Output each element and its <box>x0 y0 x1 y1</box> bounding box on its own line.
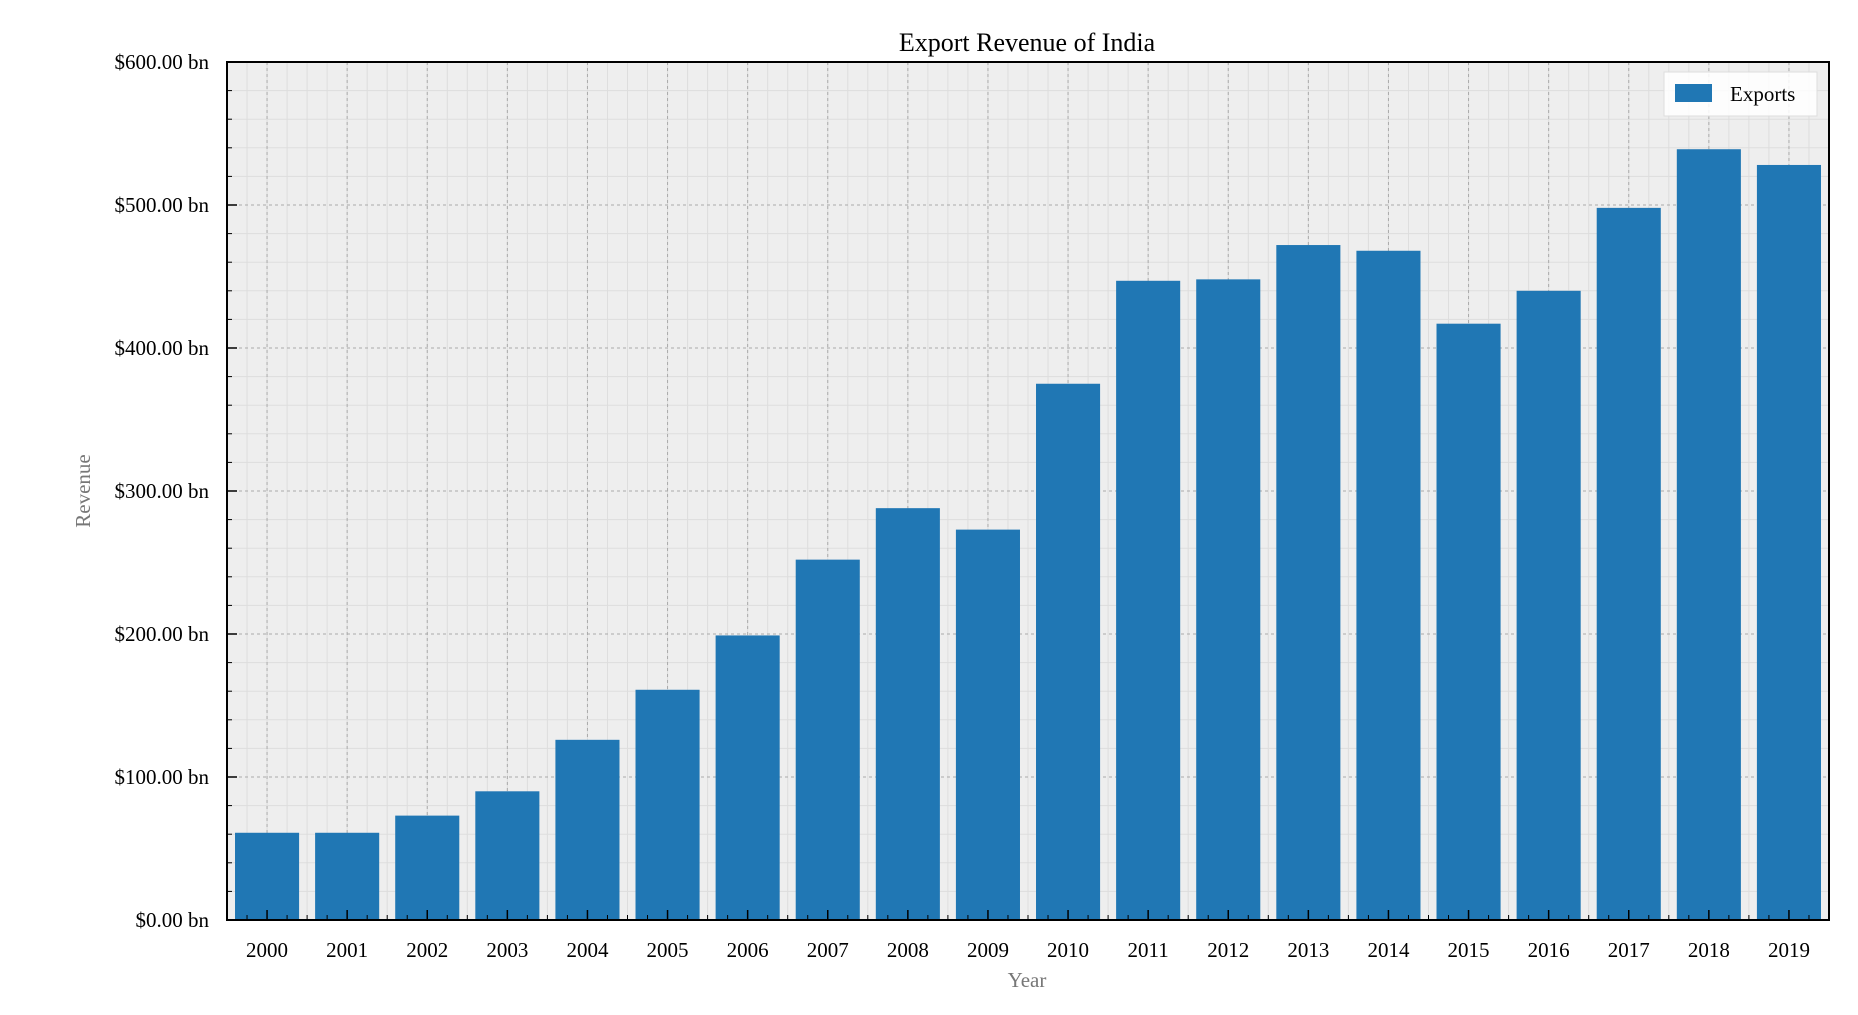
bar-2006 <box>715 635 780 920</box>
bar-2015 <box>1436 323 1501 920</box>
legend-swatch-exports <box>1675 84 1712 102</box>
x-tick-label: 2002 <box>406 938 448 962</box>
x-tick-label: 2000 <box>246 938 288 962</box>
bar-2013 <box>1276 245 1341 921</box>
bar-2014 <box>1356 250 1421 920</box>
bar-2007 <box>795 559 860 920</box>
bar-2010 <box>1036 383 1101 920</box>
bar-2017 <box>1596 207 1661 921</box>
y-tick-label: $500.00 bn <box>115 193 210 217</box>
x-tick-label: 2017 <box>1608 938 1650 962</box>
bar-2011 <box>1116 280 1181 920</box>
bar-2000 <box>235 832 300 920</box>
x-tick-label: 2016 <box>1528 938 1570 962</box>
x-tick-label: 2003 <box>486 938 528 962</box>
x-tick-label: 2018 <box>1688 938 1730 962</box>
legend: Exports <box>1663 71 1818 117</box>
bar-2004 <box>555 739 620 920</box>
bar-2019 <box>1756 164 1821 920</box>
x-axis: 2000 2001 2002 2003 2004 2005 2006 2007 2008 2009… <box>226 910 1810 962</box>
y-tick-label: $200.00 bn <box>115 622 210 646</box>
y-tick-label: $600.00 bn <box>115 50 210 74</box>
bars <box>235 149 1821 921</box>
x-tick-label: 2001 <box>326 938 368 962</box>
x-tick-label: 2007 <box>807 938 849 962</box>
x-tick-label: 2015 <box>1448 938 1490 962</box>
bar-2009 <box>955 529 1020 920</box>
y-tick-label: $0.00 bn <box>136 908 210 932</box>
x-tick-label: 2009 <box>967 938 1009 962</box>
bar-2018 <box>1676 149 1741 921</box>
x-tick-label: 2005 <box>647 938 689 962</box>
y-axis: $0.00 bn $100.00 bn $200.00 bn $300.00 bn $4… <box>115 50 237 932</box>
y-tick-label: $100.00 bn <box>115 765 210 789</box>
x-tick-label: 2011 <box>1128 938 1169 962</box>
bar-2016 <box>1516 290 1581 920</box>
bar-2001 <box>315 832 380 920</box>
y-tick-label: $300.00 bn <box>115 479 210 503</box>
bar-2012 <box>1196 279 1261 920</box>
y-axis-label: Revenue <box>71 454 95 527</box>
grid <box>226 61 1829 921</box>
x-tick-label: 2010 <box>1047 938 1089 962</box>
x-tick-label: 2012 <box>1207 938 1249 962</box>
x-tick-label: 2004 <box>566 938 609 962</box>
x-tick-label: 2014 <box>1367 938 1410 962</box>
x-tick-label: 2008 <box>887 938 929 962</box>
y-tick-label: $400.00 bn <box>115 336 210 360</box>
bar-2005 <box>635 689 700 920</box>
x-tick-label: 2013 <box>1287 938 1329 962</box>
legend-label-exports: Exports <box>1730 82 1795 106</box>
chart-title: Export Revenue of India <box>899 28 1156 57</box>
bar-2002 <box>395 815 460 920</box>
x-tick-label: 2019 <box>1768 938 1810 962</box>
x-axis-label: Year <box>1008 968 1047 992</box>
x-tick-label: 2006 <box>727 938 769 962</box>
bar-2008 <box>875 508 940 920</box>
bar-2003 <box>475 791 540 920</box>
